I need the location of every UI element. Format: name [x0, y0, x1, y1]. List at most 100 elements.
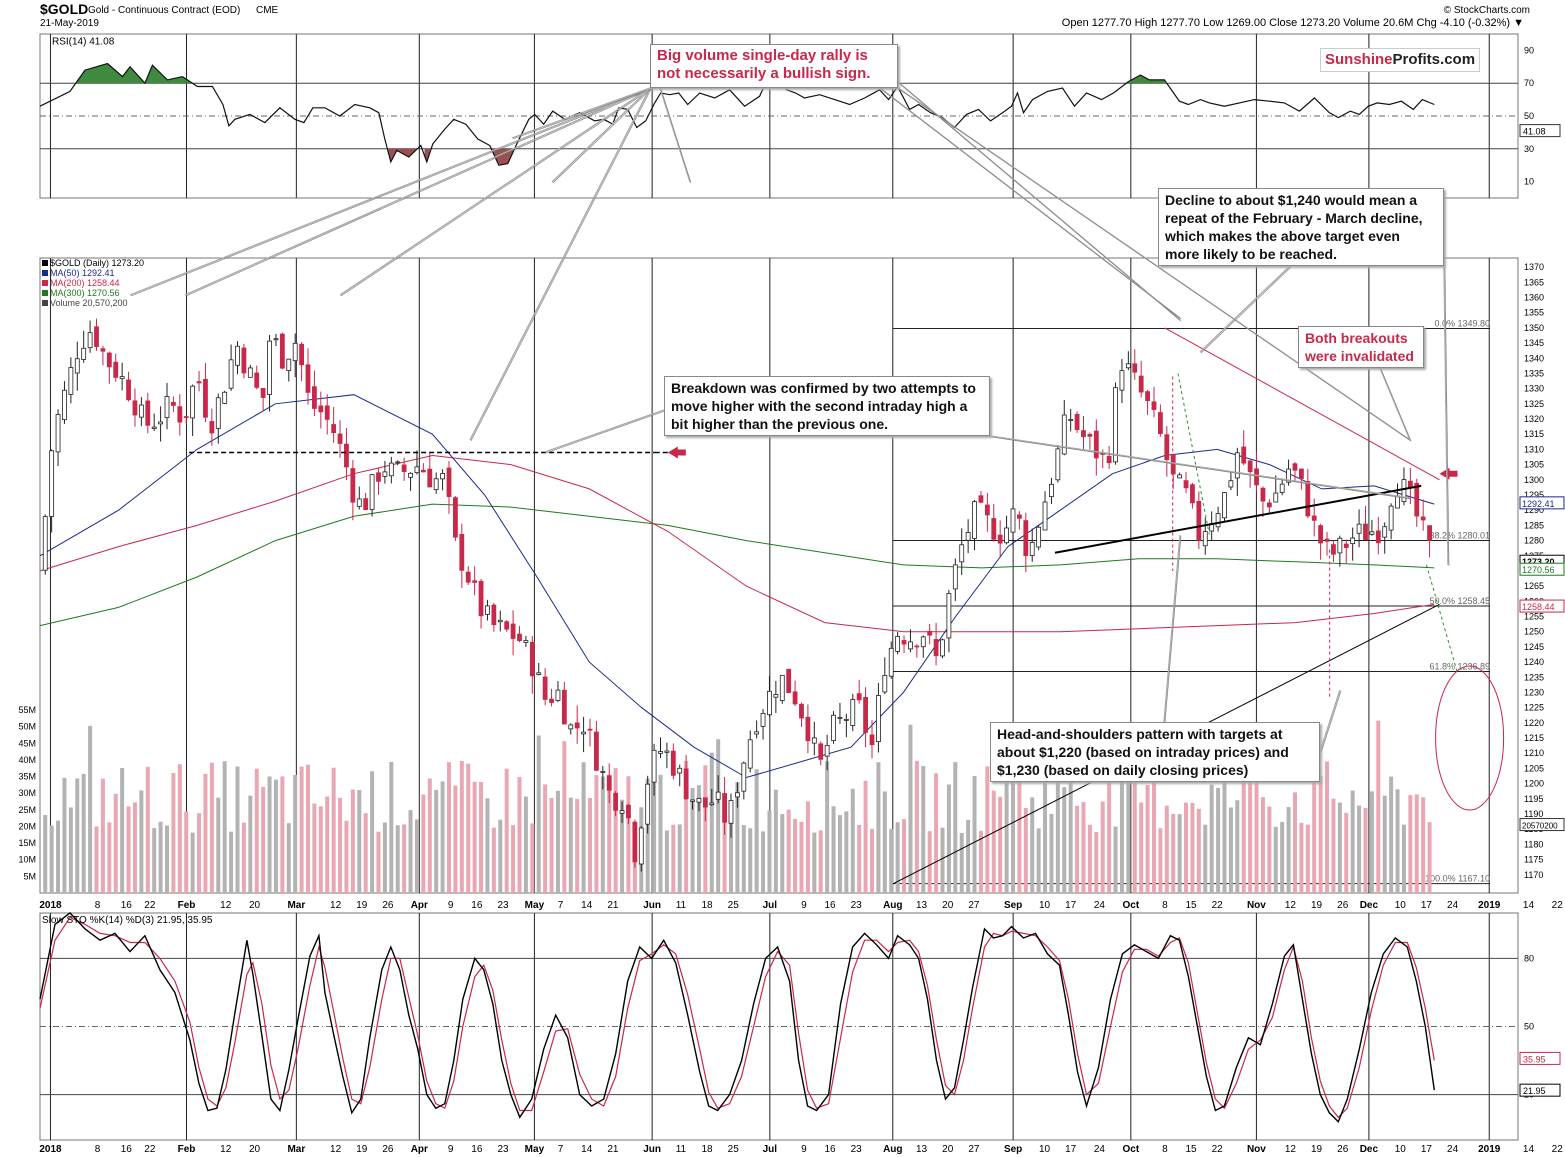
candle-body — [965, 532, 971, 541]
volume-bar — [113, 793, 118, 893]
volume-bar — [68, 807, 73, 893]
volume-bar — [81, 773, 86, 893]
volume-bar — [1126, 765, 1131, 893]
candle-body — [196, 381, 202, 384]
volume-bar — [1235, 800, 1240, 893]
candle-body — [126, 379, 131, 401]
volume-bar — [1190, 802, 1195, 893]
volume-bar — [1337, 802, 1342, 893]
volume-bar — [1248, 774, 1253, 893]
callout-shadow — [880, 88, 1182, 320]
candle-body — [1305, 481, 1311, 517]
date-label-upper: 18 — [701, 900, 713, 911]
date-label-upper: 11 — [676, 900, 687, 911]
candle-body — [760, 713, 766, 727]
date-label-upper: 22 — [1212, 900, 1224, 911]
date-label-upper: 2018 — [39, 900, 62, 911]
volume-bar — [1094, 832, 1099, 893]
price-tag-box — [1519, 496, 1565, 510]
date-label-lower: May — [525, 1144, 545, 1155]
date-label-lower: Apr — [411, 1144, 428, 1155]
date-label-lower: 13 — [916, 1144, 928, 1155]
volume-bar — [946, 784, 951, 893]
volume-bar — [549, 797, 554, 893]
candle-body — [773, 694, 779, 698]
candle-body — [1222, 492, 1227, 519]
callout-line — [1199, 265, 1291, 353]
price-tick-label: 1245 — [1524, 642, 1544, 652]
date-label-lower: 24 — [1094, 1144, 1106, 1155]
volume-bar — [1280, 821, 1285, 893]
volume-bar — [1363, 807, 1368, 893]
candle-body — [1164, 434, 1170, 460]
candle-body — [446, 467, 452, 497]
volume-bar — [1325, 761, 1330, 893]
callout-line — [339, 87, 651, 296]
price-legend-item: $GOLD (Daily) 1273.20 — [50, 258, 144, 268]
volume-bar — [902, 819, 907, 893]
candle-body — [203, 378, 208, 418]
price-tick-label: 1320 — [1524, 414, 1544, 424]
date-label-lower: 11 — [676, 1144, 687, 1155]
date-label-upper: 13 — [916, 900, 928, 911]
price-legend-item: MA(300) 1270.56 — [50, 288, 120, 298]
price-tick-label: 1235 — [1524, 672, 1544, 682]
candle-body — [632, 821, 638, 863]
volume-bar — [1401, 824, 1406, 893]
date-label-upper: Apr — [411, 900, 428, 911]
candle-body — [619, 810, 625, 814]
candle-body — [68, 367, 74, 395]
candle-body — [574, 722, 580, 729]
volume-bar — [523, 796, 528, 893]
candle-body — [600, 771, 606, 773]
candle-body — [594, 731, 599, 771]
candle-body — [138, 404, 144, 418]
candle-body — [677, 767, 683, 774]
sto-tag-box — [1519, 1083, 1561, 1097]
date-label-lower: Jul — [763, 1144, 778, 1155]
candle-body — [658, 751, 663, 754]
volume-bar — [472, 781, 477, 893]
candle-body — [1061, 414, 1067, 455]
candle-body — [363, 498, 369, 511]
candle-body — [888, 647, 894, 677]
candle-body — [1234, 452, 1240, 479]
volume-bar — [248, 795, 253, 893]
candle-body — [145, 400, 151, 426]
date-label-upper: Dec — [1360, 900, 1379, 911]
sto-tag-box — [1519, 1051, 1561, 1065]
volume-bar — [543, 784, 548, 893]
candle-body — [1266, 502, 1272, 508]
volume-bar — [613, 768, 618, 893]
candle-body — [715, 791, 721, 800]
price-tag-label: 1258.44 — [1522, 602, 1555, 612]
date-label-upper: May — [525, 900, 545, 911]
volume-bar — [709, 752, 714, 893]
candle-body — [581, 731, 586, 735]
volume-bar — [581, 762, 586, 893]
volume-bar — [998, 796, 1003, 893]
volume-bar — [479, 781, 484, 893]
candle-body — [555, 689, 561, 701]
date-label-upper: Feb — [178, 900, 196, 911]
candle-body — [1081, 430, 1086, 438]
candle-body — [670, 750, 676, 776]
date-label-upper: 24 — [1094, 900, 1106, 911]
date-label-upper: 2019 — [1478, 900, 1501, 911]
date-label-upper: 17 — [1421, 900, 1433, 911]
price-tick-label: 1265 — [1524, 581, 1544, 591]
price-tick-label: 1200 — [1524, 779, 1544, 789]
price-legend-item: MA(200) 1258.44 — [50, 278, 120, 288]
volume-bar — [748, 828, 753, 893]
date-label-upper: 12 — [220, 900, 232, 911]
price-tick-label: 1290 — [1524, 505, 1544, 515]
date-label-lower: 26 — [382, 1144, 394, 1155]
volume-bar — [517, 776, 522, 893]
volume-bar — [786, 809, 791, 893]
fib-level-label: 61.8% 1236.89 — [1429, 662, 1490, 672]
volume-bar — [728, 814, 733, 893]
date-label-lower: Aug — [883, 1144, 902, 1155]
candle-body — [517, 633, 522, 642]
candle-body — [1202, 531, 1208, 547]
volume-bar — [49, 825, 54, 893]
